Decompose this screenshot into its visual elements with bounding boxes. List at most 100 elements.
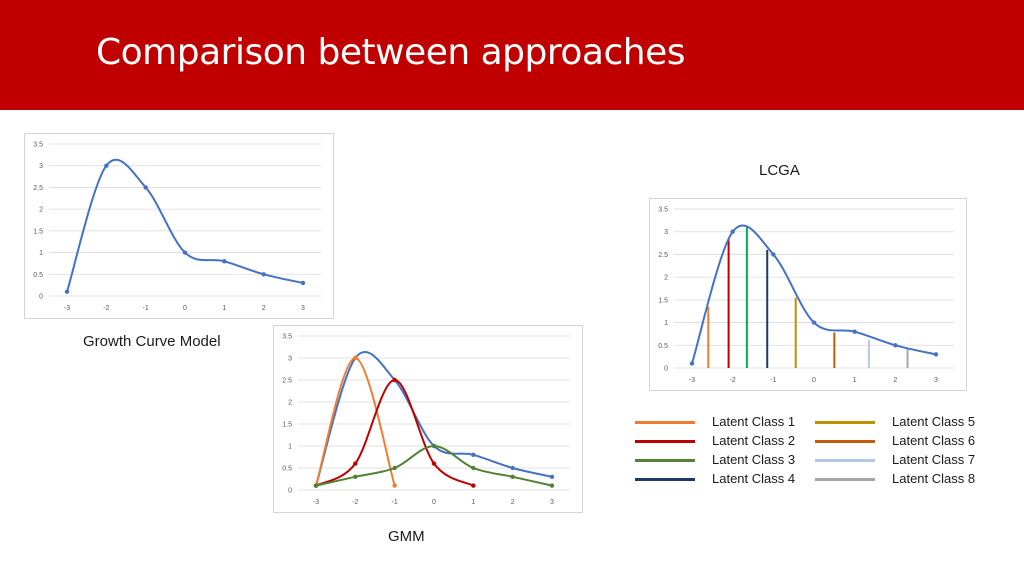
- legend-item-6: Latent Class 6: [815, 433, 1015, 451]
- legend-swatch: [815, 459, 875, 462]
- legend-label: Latent Class 2: [712, 433, 796, 448]
- x-tick-label: 2: [511, 499, 515, 506]
- data-point: [143, 185, 148, 190]
- y-tick-label: 0: [39, 294, 43, 301]
- legend-label: Latent Class 4: [712, 471, 796, 486]
- data-point: [392, 483, 397, 488]
- y-tick-label: 3.5: [33, 142, 43, 149]
- y-tick-label: 3.5: [282, 334, 292, 341]
- legend-swatch: [635, 421, 695, 424]
- legend-item-4: Latent Class 4: [635, 471, 835, 489]
- legend-label: Latent Class 5: [892, 414, 976, 429]
- data-point: [471, 483, 476, 488]
- x-tick-label: -2: [730, 377, 736, 384]
- data-point: [353, 355, 358, 361]
- data-point: [510, 465, 515, 471]
- lcga-caption: LCGA: [759, 162, 800, 179]
- growth-curve-caption: Growth Curve Model: [83, 333, 221, 350]
- data-point: [811, 320, 817, 325]
- legend-item-1: Latent Class 1: [635, 414, 835, 432]
- y-tick-label: 1: [39, 250, 43, 257]
- legend-swatch: [815, 421, 875, 424]
- y-tick-label: 2.5: [33, 185, 43, 192]
- x-tick-label: 3: [934, 377, 938, 384]
- y-tick-label: 1.5: [33, 228, 43, 235]
- gmm-series-line-2: [315, 356, 396, 486]
- data-point: [392, 465, 397, 471]
- legend-swatch: [815, 440, 875, 443]
- y-tick-label: 1: [288, 444, 292, 451]
- growth-curve-chart: 0 0.5 1 1.5 2 2.5 3 3.5 -3 -2 -1 0 1 2 3: [24, 133, 334, 319]
- data-point: [261, 272, 266, 277]
- x-tick-label: -1: [143, 305, 149, 312]
- data-point: [300, 280, 306, 286]
- x-tick-label: -2: [103, 305, 109, 312]
- data-point: [222, 259, 227, 264]
- legend-item-3: Latent Class 3: [635, 452, 835, 470]
- data-point: [182, 250, 188, 255]
- y-tick-label: 3: [39, 163, 43, 170]
- data-point: [510, 474, 515, 479]
- y-tick-label: 0.5: [33, 272, 43, 279]
- gmm-plot: 0 0.5 1 1.5 2 2.5 3 3.5 -3 -2 -1 0 1 2 3: [282, 334, 570, 506]
- gmm-caption: GMM: [388, 528, 425, 545]
- x-tick-label: -3: [313, 499, 319, 506]
- data-point: [893, 343, 898, 348]
- data-point: [353, 474, 358, 479]
- data-point: [431, 461, 437, 466]
- x-tick-label: 3: [550, 499, 554, 506]
- slide-title: Comparison between approaches: [96, 32, 685, 73]
- x-tick-label: -1: [770, 377, 776, 384]
- legend-item-2: Latent Class 2: [635, 433, 835, 451]
- y-tick-label: 2: [664, 275, 668, 282]
- legend-item-7: Latent Class 7: [815, 452, 1015, 470]
- y-tick-label: 2.5: [282, 378, 292, 385]
- data-point: [549, 474, 555, 479]
- data-point: [689, 361, 695, 366]
- x-tick-label: 1: [853, 377, 857, 384]
- data-point: [549, 483, 555, 488]
- data-point: [104, 163, 109, 168]
- legend-label: Latent Class 3: [712, 452, 796, 467]
- x-tick-label: 0: [183, 305, 187, 312]
- y-tick-label: 0.5: [658, 343, 668, 350]
- data-point: [852, 329, 857, 334]
- data-point: [392, 377, 397, 383]
- data-point: [771, 252, 776, 257]
- y-tick-label: 0: [664, 366, 668, 373]
- gmm-chart: 0 0.5 1 1.5 2 2.5 3 3.5 -3 -2 -1 0 1 2 3: [273, 325, 583, 513]
- x-tick-label: 2: [262, 305, 266, 312]
- y-tick-label: 3: [288, 356, 292, 363]
- y-tick-label: 1.5: [658, 297, 668, 304]
- y-tick-label: 0.5: [282, 466, 292, 473]
- legend-label: Latent Class 7: [892, 452, 976, 467]
- x-tick-label: -3: [689, 377, 695, 384]
- lcga-chart: 0 0.5 1 1.5 2 2.5 3 3.5 -3 -2 -1 0 1 2 3: [649, 198, 967, 391]
- x-tick-label: 2: [893, 377, 897, 384]
- legend-label: Latent Class 8: [892, 471, 976, 486]
- x-tick-label: 1: [471, 499, 475, 506]
- data-point: [431, 443, 437, 449]
- y-tick-label: 0: [288, 488, 292, 495]
- legend-swatch: [635, 478, 695, 481]
- legend-label: Latent Class 6: [892, 433, 976, 448]
- data-point: [933, 352, 939, 357]
- growth-plot: 0 0.5 1 1.5 2 2.5 3 3.5 -3 -2 -1 0 1 2 3: [33, 142, 321, 312]
- x-tick-label: 1: [222, 305, 226, 312]
- y-tick-label: 1.5: [282, 422, 292, 429]
- title-bar: Comparison between approaches: [0, 0, 1024, 110]
- x-tick-label: 0: [432, 499, 436, 506]
- y-tick-label: 2.5: [658, 252, 668, 259]
- legend-label: Latent Class 1: [712, 414, 796, 429]
- y-tick-label: 2: [39, 207, 43, 214]
- y-tick-label: 3.5: [658, 207, 668, 214]
- data-point: [64, 289, 70, 294]
- x-tick-label: -3: [64, 305, 70, 312]
- x-tick-label: -1: [392, 499, 398, 506]
- x-tick-label: 0: [812, 377, 816, 384]
- legend-swatch: [635, 459, 695, 462]
- data-point: [730, 229, 735, 234]
- legend-swatch: [635, 440, 695, 443]
- data-point: [353, 461, 358, 466]
- data-point: [471, 452, 476, 457]
